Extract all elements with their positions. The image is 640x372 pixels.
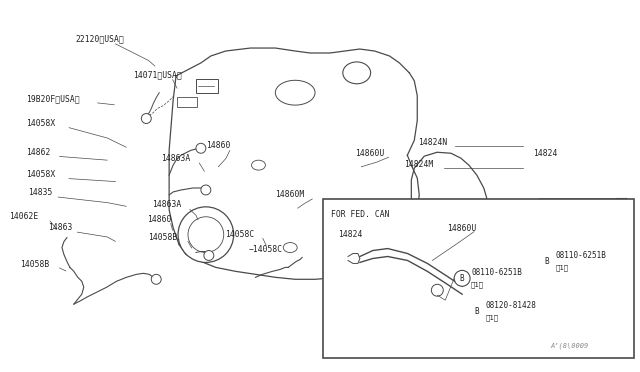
Text: FOR FED. CAN: FOR FED. CAN — [331, 210, 390, 219]
Circle shape — [533, 223, 543, 232]
Text: 14863A: 14863A — [152, 201, 181, 209]
Circle shape — [151, 274, 161, 284]
Text: 14058B: 14058B — [20, 260, 49, 269]
Text: 08110-6251B: 08110-6251B — [471, 268, 522, 278]
Text: 14863A: 14863A — [161, 154, 191, 163]
Ellipse shape — [333, 244, 347, 254]
Text: 14860: 14860 — [205, 141, 230, 150]
Circle shape — [141, 113, 151, 124]
Text: 14835: 14835 — [28, 188, 52, 197]
Circle shape — [431, 284, 444, 296]
Circle shape — [188, 217, 224, 253]
Text: 14058C: 14058C — [225, 230, 254, 239]
Text: 14058X: 14058X — [26, 170, 56, 179]
Text: 14824: 14824 — [532, 149, 557, 158]
Bar — [518, 215, 540, 264]
Circle shape — [204, 250, 214, 260]
Text: 14824M: 14824M — [404, 160, 433, 169]
Text: 22120〈USA〉: 22120〈USA〉 — [76, 34, 124, 43]
Ellipse shape — [284, 243, 297, 253]
Text: 14824: 14824 — [338, 230, 362, 239]
Text: 14058B: 14058B — [148, 232, 178, 241]
Text: 14824N: 14824N — [419, 138, 448, 147]
Text: 14062E: 14062E — [9, 212, 38, 221]
Text: A’(8\0009: A’(8\0009 — [550, 343, 588, 349]
Circle shape — [469, 303, 484, 319]
Text: 14071〈USA〉: 14071〈USA〉 — [132, 70, 181, 79]
Text: 14863: 14863 — [48, 223, 72, 232]
Bar — [196, 79, 218, 93]
Circle shape — [196, 143, 206, 153]
Ellipse shape — [343, 62, 371, 84]
Ellipse shape — [275, 80, 315, 105]
Text: 19B20F〈USA〉: 19B20F〈USA〉 — [26, 94, 80, 103]
Text: （1）: （1） — [486, 314, 499, 321]
Bar — [177, 97, 197, 107]
Circle shape — [454, 270, 470, 286]
Circle shape — [201, 185, 211, 195]
Text: 14860: 14860 — [147, 215, 172, 224]
Text: 14862: 14862 — [26, 148, 51, 157]
Text: 14860U: 14860U — [447, 224, 477, 232]
Text: 14860U: 14860U — [355, 149, 384, 158]
Circle shape — [553, 223, 563, 232]
Text: （1）: （1） — [471, 281, 484, 288]
Text: B: B — [460, 274, 465, 283]
Text: 14860M: 14860M — [276, 190, 305, 199]
Circle shape — [461, 335, 473, 347]
Text: （1）: （1） — [556, 264, 568, 271]
Circle shape — [178, 207, 234, 262]
Circle shape — [538, 253, 554, 269]
Text: 14058X: 14058X — [26, 119, 56, 128]
Text: B: B — [474, 307, 479, 315]
Ellipse shape — [252, 160, 266, 170]
Text: B: B — [544, 257, 548, 266]
Text: 08120-81428: 08120-81428 — [486, 301, 536, 310]
Bar — [323, 199, 634, 358]
Text: 08110-6251B: 08110-6251B — [556, 251, 606, 260]
Text: −14058C: −14058C — [249, 246, 283, 254]
